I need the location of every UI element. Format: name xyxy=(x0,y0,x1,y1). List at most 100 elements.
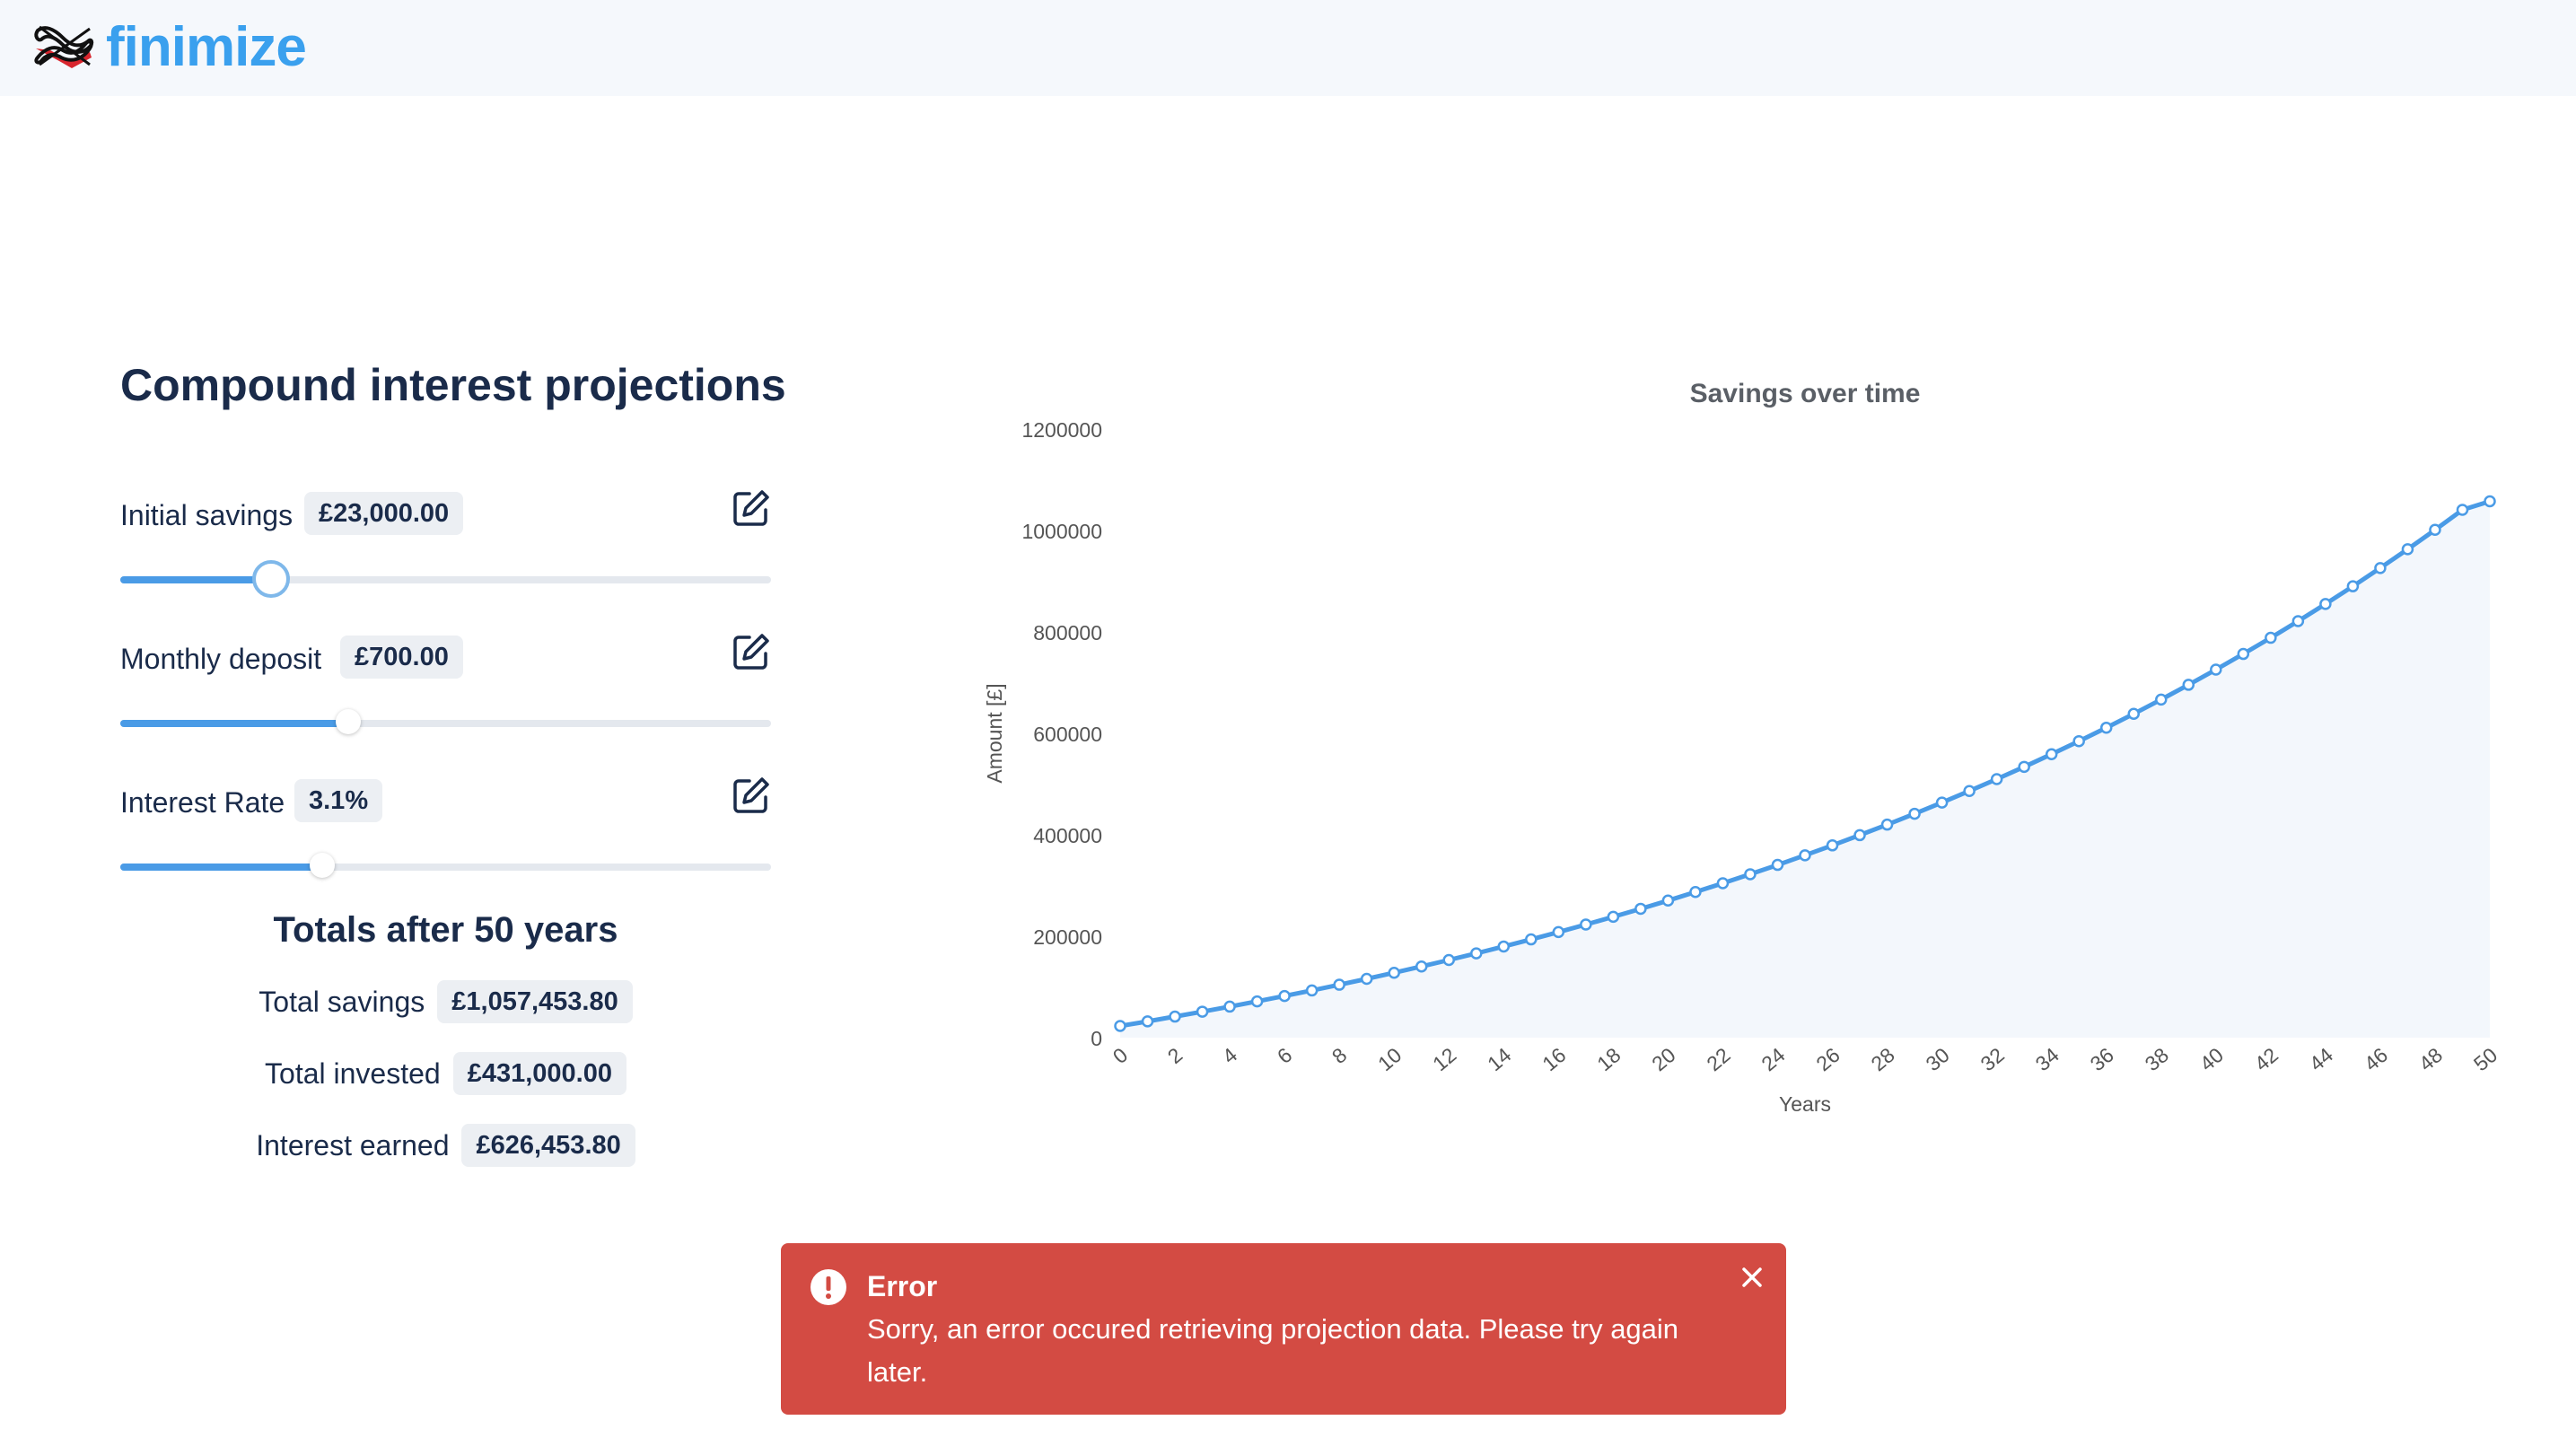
data-point[interactable] xyxy=(1689,886,1702,899)
chart-title: Savings over time xyxy=(1690,379,1921,408)
data-point[interactable] xyxy=(1360,972,1373,986)
data-point[interactable] xyxy=(1333,978,1345,991)
x-tick-label: 42 xyxy=(2250,1043,2282,1075)
data-point[interactable] xyxy=(1880,818,1894,831)
data-point[interactable] xyxy=(2099,721,2113,734)
total-savings-label: Total savings xyxy=(258,985,425,1018)
x-tick-label: 44 xyxy=(2305,1043,2337,1075)
slider-track xyxy=(120,576,771,583)
data-point[interactable] xyxy=(1388,966,1400,979)
x-tick-label: 14 xyxy=(1483,1043,1515,1075)
x-tick-label: 4 xyxy=(1218,1043,1242,1068)
close-icon[interactable] xyxy=(1736,1261,1768,1293)
data-point[interactable] xyxy=(1141,1015,1154,1028)
monthly-deposit-control: Monthly deposit £700.00 xyxy=(120,634,771,752)
data-point[interactable] xyxy=(1661,894,1675,907)
error-toast: Error Sorry, an error occured retrieving… xyxy=(781,1243,1786,1415)
edit-icon[interactable] xyxy=(732,488,771,528)
data-point[interactable] xyxy=(2456,504,2469,516)
interest-rate-label: Interest Rate xyxy=(120,786,285,819)
data-point[interactable] xyxy=(2072,734,2085,748)
x-tick-label: 38 xyxy=(2141,1043,2173,1075)
x-tick-label: 34 xyxy=(2031,1043,2063,1075)
data-point[interactable] xyxy=(2429,523,2441,537)
x-tick-label: 0 xyxy=(1108,1043,1133,1068)
data-point[interactable] xyxy=(1990,773,2003,785)
data-point[interactable] xyxy=(1442,953,1455,967)
edit-icon[interactable] xyxy=(732,632,771,671)
data-point[interactable] xyxy=(2346,580,2360,592)
data-point[interactable] xyxy=(2319,598,2332,610)
data-point[interactable] xyxy=(1607,910,1620,924)
total-invested-label: Total invested xyxy=(265,1056,441,1090)
data-point[interactable] xyxy=(1223,1000,1236,1013)
y-tick-label: 0 xyxy=(1091,1027,1102,1050)
slider-track xyxy=(120,864,771,871)
data-point[interactable] xyxy=(1716,877,1730,890)
data-point[interactable] xyxy=(1799,849,1811,862)
total-savings-row: Total savings £1,057,453.80 xyxy=(120,980,771,1023)
data-point[interactable] xyxy=(1415,960,1428,973)
data-point[interactable] xyxy=(1908,807,1921,820)
data-point[interactable] xyxy=(1278,989,1291,1003)
data-point[interactable] xyxy=(1305,984,1319,997)
data-point[interactable] xyxy=(1114,1020,1126,1032)
logo-text[interactable]: finimize xyxy=(106,16,307,78)
data-point[interactable] xyxy=(1525,933,1538,946)
x-tick-label: 20 xyxy=(1647,1043,1679,1075)
data-point[interactable] xyxy=(1169,1010,1181,1023)
y-tick-label: 1000000 xyxy=(1021,520,1102,543)
data-point[interactable] xyxy=(2291,615,2305,627)
data-point[interactable] xyxy=(1935,796,1949,809)
data-point[interactable] xyxy=(2210,663,2222,676)
data-point[interactable] xyxy=(2182,679,2195,691)
data-point[interactable] xyxy=(2045,748,2058,760)
exclamation-circle-icon xyxy=(810,1269,846,1305)
data-point[interactable] xyxy=(1826,839,1839,852)
data-point[interactable] xyxy=(2484,495,2496,508)
finimize-logo-icon[interactable] xyxy=(32,22,97,74)
monthly-deposit-slider[interactable] xyxy=(120,706,771,741)
savings-chart: Savings over time 0 200000 400000 600000 8000… xyxy=(969,359,2513,1131)
data-point[interactable] xyxy=(1771,858,1784,872)
data-point[interactable] xyxy=(1250,995,1264,1008)
y-tick-label: 800000 xyxy=(1033,621,1102,644)
total-invested-value: £431,000.00 xyxy=(452,1052,626,1095)
slider-fill xyxy=(120,720,348,727)
data-point[interactable] xyxy=(2265,631,2277,644)
data-point[interactable] xyxy=(1853,828,1866,842)
data-point[interactable] xyxy=(2018,760,2030,774)
x-tick-label: 8 xyxy=(1327,1043,1352,1068)
data-point[interactable] xyxy=(1196,1005,1209,1018)
toast-title: Error xyxy=(867,1270,938,1302)
data-point[interactable] xyxy=(2155,693,2168,706)
slider-track xyxy=(120,720,771,727)
initial-savings-value: £23,000.00 xyxy=(304,492,464,535)
data-point[interactable] xyxy=(1470,947,1483,960)
initial-savings-control: Initial savings £23,000.00 xyxy=(120,490,771,609)
data-point[interactable] xyxy=(1744,868,1757,881)
series-area xyxy=(1120,501,2490,1038)
initial-savings-slider[interactable] xyxy=(120,560,771,598)
data-point[interactable] xyxy=(2374,562,2387,574)
data-point[interactable] xyxy=(1497,940,1511,953)
slider-thumb[interactable] xyxy=(309,853,335,878)
interest-rate-slider[interactable] xyxy=(120,849,771,885)
x-tick-label: 30 xyxy=(1921,1043,1953,1075)
data-point[interactable] xyxy=(1552,925,1565,939)
x-tick-label: 6 xyxy=(1273,1043,1297,1068)
x-tick-label: 16 xyxy=(1538,1043,1570,1075)
x-tick-label: 10 xyxy=(1373,1043,1406,1075)
savings-chart-svg: Savings over time 0 200000 400000 600000 8000… xyxy=(983,379,2502,1116)
edit-icon[interactable] xyxy=(732,776,771,815)
y-tick-label: 400000 xyxy=(1033,824,1102,847)
data-point[interactable] xyxy=(2237,647,2250,661)
slider-thumb[interactable] xyxy=(335,709,361,734)
slider-thumb[interactable] xyxy=(251,560,290,598)
data-point[interactable] xyxy=(1963,785,1976,797)
data-point[interactable] xyxy=(2127,707,2140,721)
data-point[interactable] xyxy=(1580,918,1592,931)
data-point[interactable] xyxy=(1634,902,1647,916)
interest-earned-value: £626,453.80 xyxy=(461,1124,635,1167)
data-point[interactable] xyxy=(2401,543,2414,556)
